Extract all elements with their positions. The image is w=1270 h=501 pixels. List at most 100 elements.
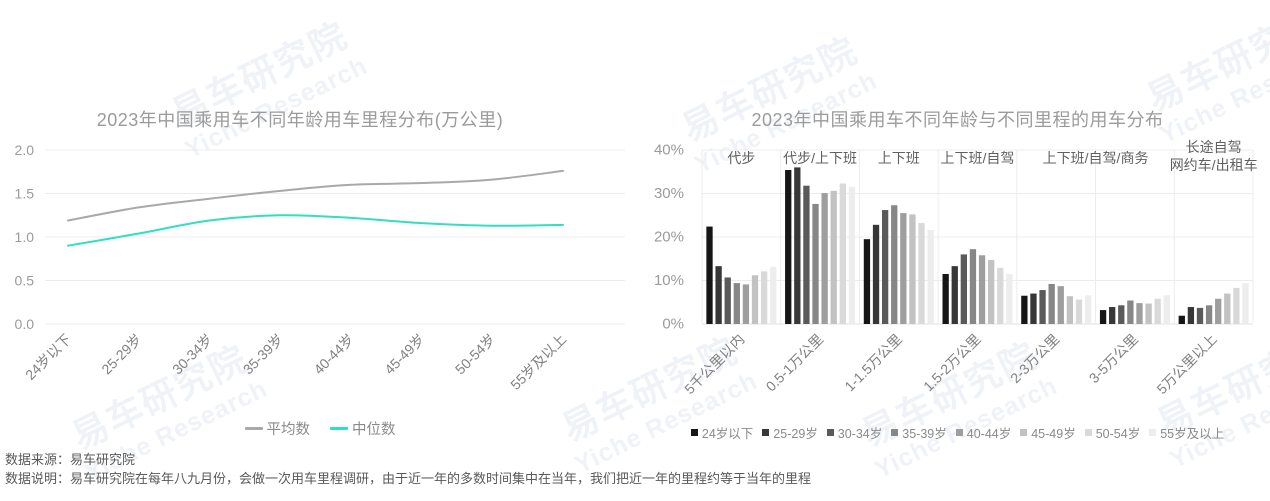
bar [848, 186, 856, 324]
legend-label: 55岁及以上 [1160, 427, 1225, 441]
bar-series [751, 190, 1231, 324]
y-tick-label: 1.0 [15, 229, 35, 245]
usage-annotation: 代步/上下班 [783, 150, 857, 166]
bar [951, 266, 958, 324]
legend-item: 中位数 [330, 418, 396, 439]
bar [881, 210, 889, 324]
bar [794, 167, 801, 324]
y-tick-label: 0.5 [15, 273, 35, 289]
bar [1066, 296, 1074, 324]
data-method-note: 数据说明：易车研究院在每年八九月份，会做一次用车里程调研，由于近一年的多数时间集… [5, 471, 812, 486]
legend-item: 25-29岁 [762, 423, 818, 442]
bar [1187, 307, 1195, 324]
median-line [67, 214, 564, 247]
bar [1030, 293, 1037, 324]
bar [1163, 295, 1170, 324]
legend-item: 40-44岁 [955, 423, 1012, 442]
legend-square-swatch [1020, 429, 1028, 436]
legend-item: 24岁以下 [690, 423, 754, 442]
data-source-note: 数据来源：易车研究院 [5, 452, 136, 467]
bar-series [733, 203, 1213, 324]
usage-annotation: 长途自驾 [1186, 139, 1242, 155]
bar [872, 224, 880, 324]
usage-annotation: 上下班 [878, 150, 920, 166]
bar [1084, 295, 1092, 324]
bar-series [760, 183, 1240, 324]
bar [863, 239, 871, 324]
x-category-label: 24岁以下 [22, 331, 74, 383]
bar-chart-title: 2023年中国乘用车不同年龄与不同里程的用车分布 [751, 110, 1164, 130]
x-category-label: 0.5-1万公里 [763, 331, 827, 395]
x-category-label: 5万公里以上 [1153, 331, 1219, 397]
usage-annotation: 上下班/自驾/商务 [1043, 150, 1149, 166]
bar [1224, 293, 1231, 324]
legend-square-swatch [1084, 429, 1092, 436]
y-tick-label: 2.0 [15, 142, 35, 158]
bar [1039, 290, 1046, 324]
bar [988, 260, 995, 324]
bar [1057, 286, 1064, 324]
bar [1075, 299, 1083, 324]
bar [785, 170, 792, 324]
x-category-label: 35-39岁 [240, 331, 287, 378]
bar [997, 267, 1004, 324]
bar [969, 249, 977, 324]
line-chart-legend: 平均数 中位数 [30, 418, 610, 439]
legend-line-swatch [244, 427, 263, 430]
line-chart-title: 2023年中国乘用车不同年龄用车里程分布(万公里) [96, 110, 504, 130]
bar [1118, 305, 1125, 324]
bar [927, 230, 934, 324]
bar [1006, 273, 1013, 324]
legend-square-swatch [891, 429, 899, 436]
bar-series [715, 167, 1195, 324]
bar [909, 214, 916, 324]
legend-label: 30-34岁 [837, 427, 883, 441]
legend-item: 50-54岁 [1084, 423, 1140, 442]
bar [900, 213, 907, 324]
bar [751, 275, 759, 324]
x-category-label: 5千公里以内 [681, 331, 747, 397]
legend-label: 40-44岁 [966, 427, 1012, 441]
legend-item: 30-34岁 [826, 423, 883, 442]
legend-item: 55岁及以上 [1149, 423, 1224, 442]
bar [960, 254, 967, 324]
y-tick-label: 1.5 [15, 186, 35, 202]
x-category-label: 45-49岁 [381, 331, 428, 378]
bar [942, 273, 949, 324]
legend-square-swatch [955, 429, 963, 436]
bar [978, 255, 986, 324]
bar-series [742, 193, 1222, 324]
y-tick-label: 40% [654, 142, 684, 159]
x-category-label: 40-44岁 [310, 331, 357, 378]
x-category-label: 1-1.5万公里 [841, 331, 905, 395]
legend-label: 24岁以下 [701, 427, 754, 441]
bar [891, 205, 898, 324]
legend-label: 35-39岁 [902, 427, 947, 441]
bar [1109, 307, 1116, 324]
legend-square-swatch [826, 429, 834, 436]
bar [1233, 287, 1240, 324]
x-category-label: 30-34岁 [169, 331, 216, 378]
bar [821, 193, 828, 324]
bar [1154, 298, 1161, 324]
bar-series [706, 170, 1185, 324]
bar [830, 190, 837, 324]
legend-square-swatch [690, 429, 698, 436]
bar [803, 185, 810, 324]
bar [1205, 305, 1213, 324]
legend-label: 平均数 [266, 422, 311, 438]
bar-series [770, 186, 1249, 324]
bar [742, 284, 750, 324]
x-category-label: 1.5-2万公里 [920, 331, 984, 395]
bar [812, 203, 819, 324]
legend-label: 45-49岁 [1031, 427, 1076, 441]
y-tick-label: 0.0 [15, 316, 35, 332]
legend-line-swatch [330, 427, 348, 430]
bar-chart-legend: 24岁以下 25-29岁 30-34岁 35-39岁 40-44岁 45-49岁 50-54… [650, 423, 1265, 442]
x-category-label: 2-3万公里 [1007, 331, 1062, 386]
legend-square-swatch [1149, 429, 1157, 436]
bar [1127, 300, 1134, 324]
bar [918, 223, 925, 324]
bar [733, 283, 740, 324]
